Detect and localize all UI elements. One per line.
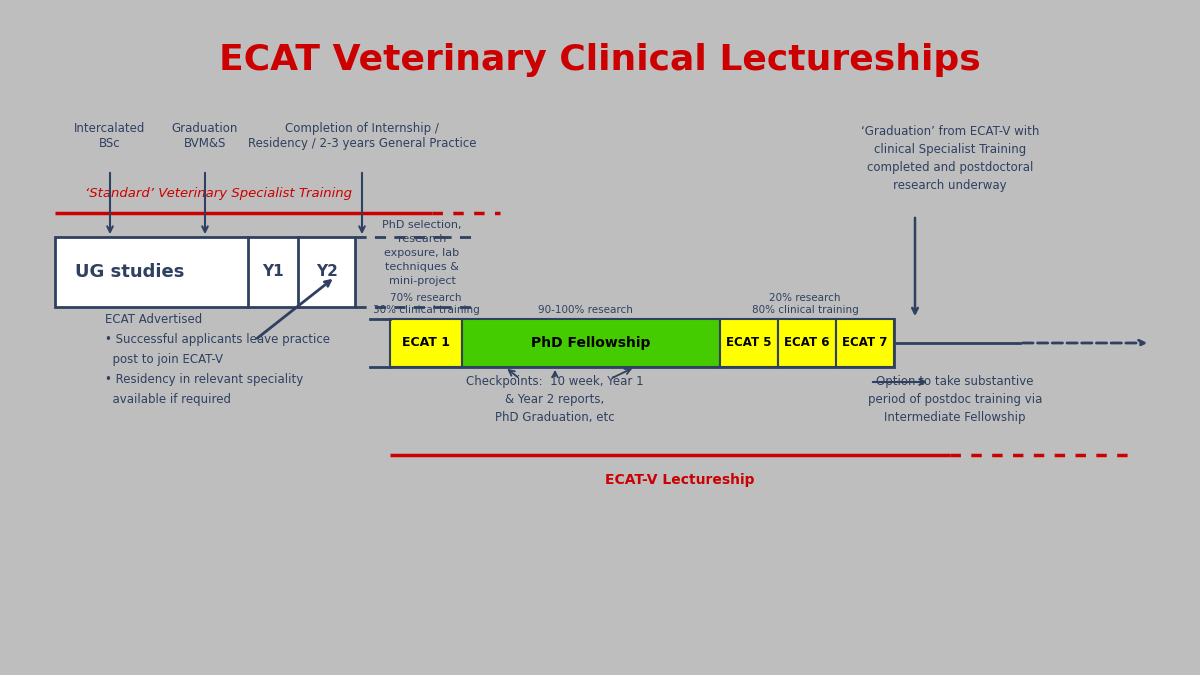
Text: Y2: Y2 <box>316 265 338 279</box>
Text: ECAT 6: ECAT 6 <box>785 337 829 350</box>
Text: 70% research
30% clinical training: 70% research 30% clinical training <box>373 294 479 315</box>
FancyBboxPatch shape <box>55 237 355 307</box>
FancyBboxPatch shape <box>462 319 720 367</box>
Text: 20% research
80% clinical training: 20% research 80% clinical training <box>751 294 858 315</box>
Text: PhD selection,
research
exposure, lab
techniques &
mini-project: PhD selection, research exposure, lab te… <box>383 220 462 286</box>
Text: Option to take substantive
period of postdoc training via
Intermediate Fellowshi: Option to take substantive period of pos… <box>868 375 1042 424</box>
Text: PhD Fellowship: PhD Fellowship <box>532 336 650 350</box>
Text: UG studies: UG studies <box>76 263 185 281</box>
Text: Y1: Y1 <box>262 265 284 279</box>
FancyBboxPatch shape <box>390 319 462 367</box>
FancyBboxPatch shape <box>778 319 836 367</box>
FancyBboxPatch shape <box>720 319 778 367</box>
Text: ECAT Advertised
• Successful applicants leave practice
  post to join ECAT-V
• R: ECAT Advertised • Successful applicants … <box>106 313 330 406</box>
Text: ‘Graduation’ from ECAT-V with
clinical Specialist Training
completed and postdoc: ‘Graduation’ from ECAT-V with clinical S… <box>860 125 1039 192</box>
FancyBboxPatch shape <box>390 319 894 367</box>
FancyBboxPatch shape <box>836 319 894 367</box>
Text: Graduation
BVM&S: Graduation BVM&S <box>172 122 238 150</box>
Text: ECAT 1: ECAT 1 <box>402 337 450 350</box>
Text: ECAT 7: ECAT 7 <box>842 337 888 350</box>
Text: Completion of Internship /
Residency / 2-3 years General Practice: Completion of Internship / Residency / 2… <box>247 122 476 150</box>
Text: Checkpoints:  10 week, Year 1
& Year 2 reports,
PhD Graduation, etc: Checkpoints: 10 week, Year 1 & Year 2 re… <box>466 375 644 424</box>
Text: ECAT Veterinary Clinical Lectureships: ECAT Veterinary Clinical Lectureships <box>220 43 980 77</box>
Text: ‘Standard’ Veterinary Specialist Training: ‘Standard’ Veterinary Specialist Trainin… <box>85 186 352 200</box>
Text: ECAT-V Lectureship: ECAT-V Lectureship <box>605 473 755 487</box>
Text: Intercalated
BSc: Intercalated BSc <box>74 122 145 150</box>
Text: 90-100% research: 90-100% research <box>538 305 632 315</box>
Text: ECAT 5: ECAT 5 <box>726 337 772 350</box>
